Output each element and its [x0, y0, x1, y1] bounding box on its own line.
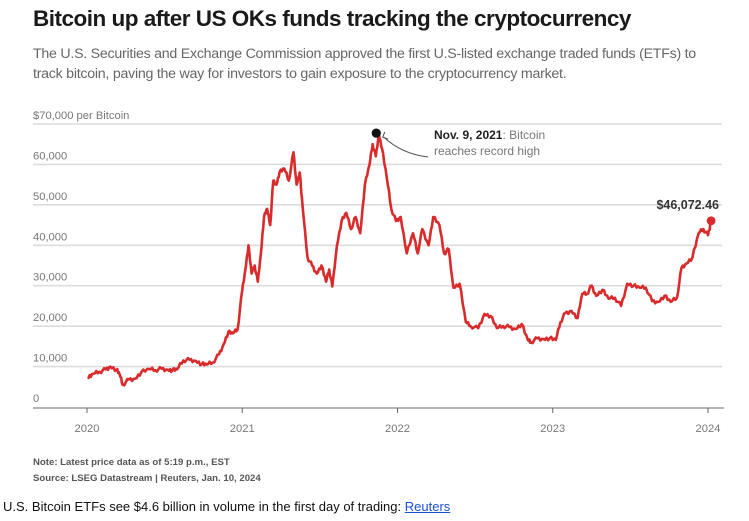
- x-tick-label: 2020: [75, 423, 100, 435]
- record-high-label: Nov. 9, 2021: Bitcoin: [434, 128, 545, 142]
- bitcoin-price-chart: $70,000 per Bitcoin 60,000 50,000 40,000 30,…: [33, 110, 724, 435]
- y-tick-label: 30,000: [33, 272, 67, 284]
- caption-text: U.S. Bitcoin ETFs see $4.6 billion in vo…: [3, 499, 405, 514]
- x-tick-label: 2023: [540, 423, 565, 435]
- y-tick-label: $70,000 per Bitcoin: [33, 110, 129, 122]
- record-high-arrow: [383, 136, 429, 158]
- y-axis-labels: $70,000 per Bitcoin 60,000 50,000 40,000 30,…: [33, 110, 129, 405]
- source-text: Source: LSEG Datastream | Reuters, Jan. …: [33, 473, 261, 484]
- reuters-link[interactable]: Reuters: [404, 499, 451, 514]
- chart-title: Bitcoin up after US OKs funds tracking t…: [33, 6, 631, 31]
- y-tick-label: 10,000: [33, 353, 67, 365]
- grid-lines: [33, 123, 722, 368]
- note-text: Note: Latest price data as of 5:19 p.m.,…: [33, 457, 230, 468]
- last-value-marker: [706, 216, 716, 226]
- record-high-arrowhead: [382, 131, 388, 140]
- y-tick-label: 20,000: [33, 312, 67, 324]
- article-caption: U.S. Bitcoin ETFs see $4.6 billion in vo…: [3, 499, 450, 514]
- chart-subtitle: The U.S. Securities and Exchange Commiss…: [33, 46, 696, 82]
- x-tick-label: 2021: [230, 423, 255, 435]
- series-line-bitcoin: [87, 132, 713, 387]
- y-tick-label: 50,000: [33, 191, 67, 203]
- last-value-label: $46,072.46: [656, 198, 719, 212]
- y-tick-label: 40,000: [33, 231, 67, 243]
- chart-notes: Note: Latest price data as of 5:19 p.m.,…: [33, 455, 261, 487]
- annotations: Nov. 9, 2021: Bitcoin reaches record hig…: [371, 128, 719, 226]
- record-high-label-line2: reaches record high: [434, 144, 540, 158]
- price-series: [87, 132, 713, 387]
- y-tick-label: 0: [33, 393, 39, 405]
- x-tick-label: 2022: [385, 423, 410, 435]
- record-high-marker: [371, 128, 381, 138]
- record-high-suffix: : Bitcoin: [502, 128, 545, 142]
- x-axis: 2020 2021 2022 2023 2024: [33, 407, 724, 435]
- record-high-date: Nov. 9, 2021: [434, 128, 503, 142]
- y-tick-label: 60,000: [33, 150, 67, 162]
- x-tick-label: 2024: [696, 423, 721, 435]
